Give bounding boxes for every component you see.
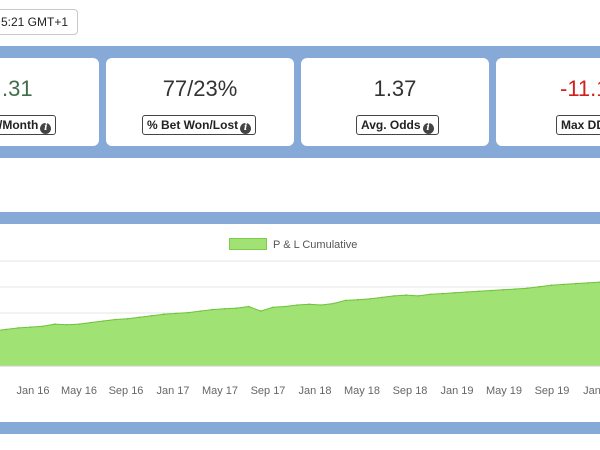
data-point[interactable] (538, 285, 541, 288)
chart-legend[interactable]: P & L Cumulative (229, 238, 357, 252)
data-point[interactable] (150, 314, 153, 317)
data-point[interactable] (29, 326, 32, 328)
stat-value: .31 (2, 76, 33, 101)
data-point[interactable] (526, 287, 529, 289)
data-point[interactable] (126, 317, 129, 320)
stat-card-max-dd: -11.1 Max DDi (496, 58, 600, 146)
data-point[interactable] (344, 299, 347, 302)
x-tick-label: May 17 (202, 385, 238, 397)
info-icon[interactable]: i (240, 123, 252, 134)
legend-label: P & L Cumulative (273, 239, 358, 251)
data-point[interactable] (199, 310, 201, 312)
stat-value: 1.37 (373, 76, 417, 101)
legend-swatch (229, 238, 267, 250)
data-point[interactable] (78, 323, 80, 325)
stat-label: Avg. Odds (361, 118, 421, 132)
x-tick-label: May 18 (344, 385, 380, 397)
stat-card-won-lost: 77/23% % Bet Won/Lost i (106, 58, 294, 146)
data-point[interactable] (114, 318, 117, 321)
data-point[interactable] (211, 308, 214, 311)
x-tick-label: Sep 17 (251, 385, 286, 397)
data-point[interactable] (393, 295, 395, 297)
data-point[interactable] (260, 310, 262, 312)
info-icon[interactable]: i (422, 123, 434, 134)
data-point[interactable] (332, 302, 335, 305)
stat-card-avg-odds: 1.37 Avg. Odds i (301, 58, 489, 146)
data-point[interactable] (429, 293, 432, 296)
stat-label-button[interactable]: /Month i (0, 115, 57, 135)
data-point[interactable] (223, 308, 226, 310)
timestamp-label: 5:21 GMT+1 (0, 9, 78, 35)
stat-label: /Month (0, 118, 39, 132)
data-point[interactable] (575, 282, 577, 285)
data-point[interactable] (465, 291, 468, 293)
data-point[interactable] (235, 307, 238, 309)
data-point[interactable] (163, 313, 165, 315)
data-point[interactable] (90, 321, 92, 324)
data-point[interactable] (550, 284, 553, 286)
data-point[interactable] (41, 325, 44, 328)
data-point[interactable] (369, 298, 371, 300)
data-point[interactable] (417, 295, 420, 297)
data-point[interactable] (490, 289, 492, 292)
data-point[interactable] (441, 292, 444, 295)
stat-label-button[interactable]: % Bet Won/Lost i (142, 115, 257, 135)
data-point[interactable] (502, 289, 504, 291)
data-point[interactable] (514, 288, 516, 290)
x-tick-label: May 16 (61, 385, 97, 397)
x-tick-label: Sep 19 (535, 385, 570, 397)
data-point[interactable] (102, 320, 105, 322)
data-point[interactable] (381, 296, 383, 299)
data-point[interactable] (247, 305, 250, 308)
data-point[interactable] (54, 323, 56, 325)
data-point[interactable] (308, 303, 311, 305)
stats-band: .31 /Month i 77/23% % Bet Won/Lost i 1.37 … (0, 46, 600, 158)
data-point[interactable] (478, 290, 480, 293)
x-tick-label: Jan (583, 385, 600, 397)
data-point[interactable] (17, 327, 20, 329)
x-tick-label: Jan 16 (16, 385, 49, 397)
data-point[interactable] (66, 324, 68, 326)
series-area-pnl-cumulative (0, 282, 600, 366)
stat-label: % Bet Won/Lost (147, 118, 239, 132)
data-point[interactable] (5, 328, 8, 331)
data-point[interactable] (187, 311, 189, 314)
data-point[interactable] (284, 305, 286, 308)
stat-label: Max DD (561, 118, 600, 132)
stat-value: 77/23% (162, 76, 238, 101)
data-point[interactable] (138, 316, 141, 318)
x-tick-label: Sep 16 (109, 385, 144, 397)
x-tick-label: Jan 17 (156, 385, 189, 397)
stat-card-monthly: .31 /Month i (0, 58, 99, 146)
stat-value: -11.1 (560, 76, 600, 101)
x-tick-label: Sep 18 (393, 385, 428, 397)
data-point[interactable] (587, 282, 589, 284)
x-tick-label: May 19 (486, 385, 522, 397)
x-tick-label: Jan 19 (440, 385, 473, 397)
data-point[interactable] (562, 283, 565, 286)
data-point[interactable] (320, 304, 323, 306)
data-point[interactable] (175, 312, 177, 315)
stat-label-button[interactable]: Avg. Odds i (356, 115, 439, 135)
data-point[interactable] (405, 294, 408, 296)
data-point[interactable] (272, 306, 274, 309)
data-point[interactable] (356, 298, 359, 301)
stat-label-button[interactable]: Max DDi (556, 115, 600, 135)
data-point[interactable] (296, 304, 298, 306)
info-icon[interactable]: i (40, 123, 52, 134)
data-point[interactable] (453, 292, 456, 294)
x-tick-label: Jan 18 (298, 385, 331, 397)
